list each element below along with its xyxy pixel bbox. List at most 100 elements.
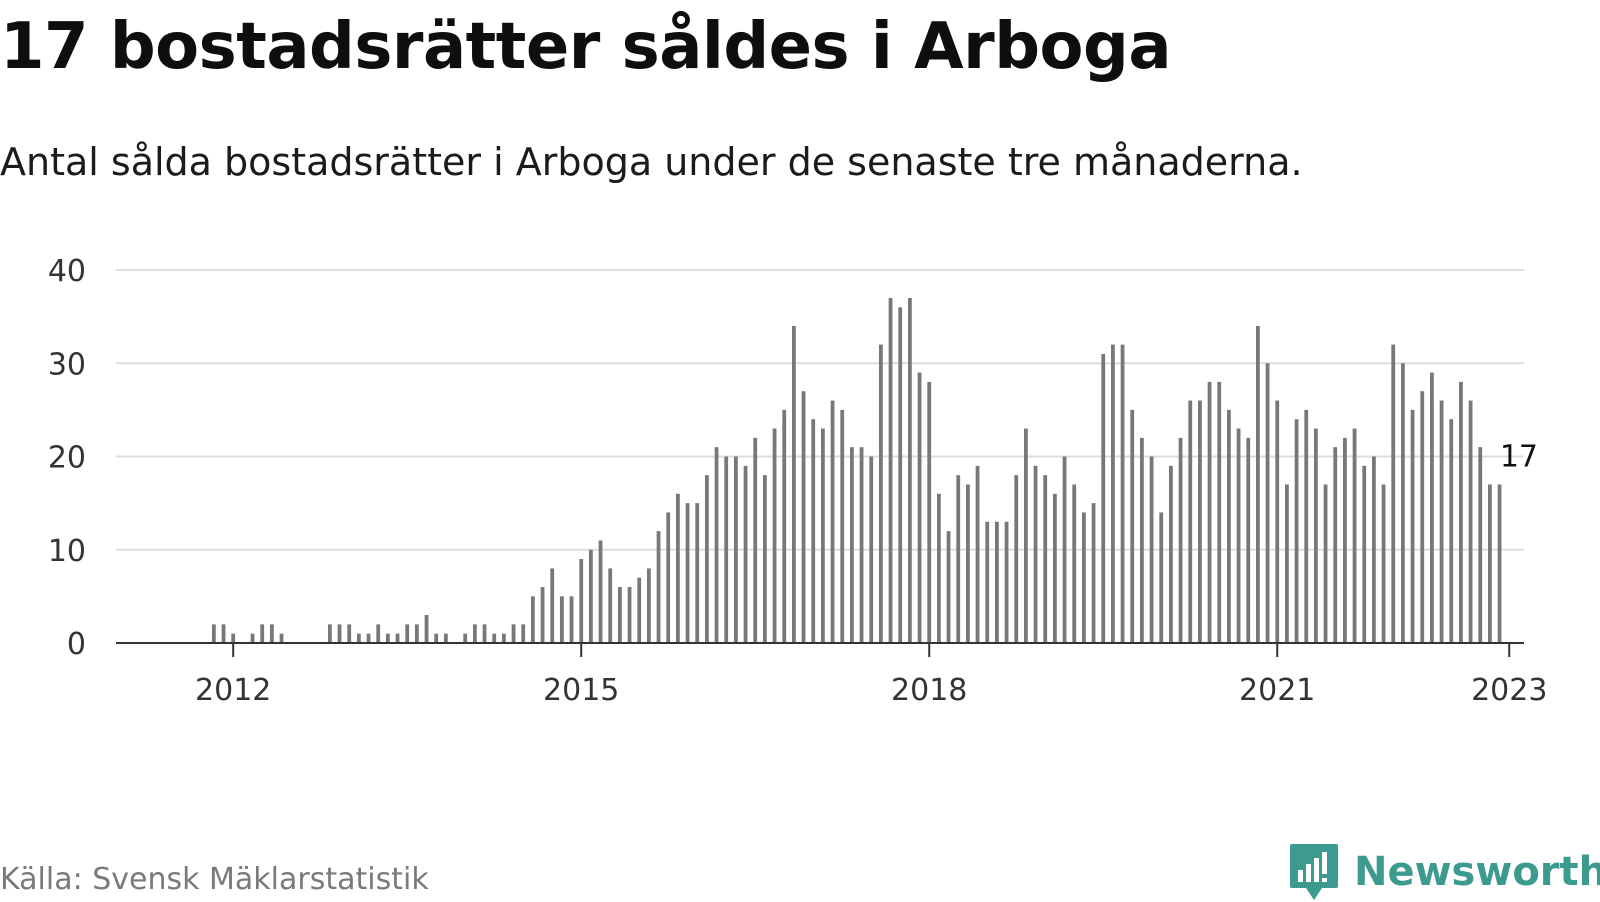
bar	[927, 381, 932, 643]
bar	[675, 493, 680, 643]
bar	[753, 437, 758, 643]
bar	[637, 577, 642, 643]
bar	[1169, 465, 1173, 643]
bar	[695, 503, 700, 643]
y-tick-label: 40	[48, 254, 86, 289]
bar	[656, 531, 661, 643]
bar	[1285, 484, 1289, 643]
bar	[907, 297, 912, 643]
bar	[337, 624, 342, 643]
bars	[211, 297, 1502, 643]
bar	[888, 297, 893, 643]
bar	[260, 624, 265, 643]
x-axis: 2012 2015 2018 2021 2023	[116, 642, 1547, 708]
bar	[1236, 428, 1241, 643]
bar	[782, 409, 787, 643]
bar	[1449, 419, 1454, 643]
bar	[1052, 493, 1057, 643]
bar	[975, 465, 980, 643]
bar	[1072, 484, 1077, 643]
bar	[221, 624, 226, 643]
bar	[1275, 400, 1280, 643]
bar	[1372, 456, 1376, 643]
bar	[1478, 447, 1483, 643]
source-note: Källa: Svensk Mäklarstatistik	[0, 862, 429, 897]
y-tick-label: 10	[48, 534, 86, 569]
bar	[965, 484, 970, 643]
bar	[1081, 512, 1086, 643]
bar	[521, 624, 526, 643]
bar	[1062, 456, 1067, 643]
bar	[588, 549, 593, 643]
bar	[1381, 484, 1386, 643]
bar	[898, 307, 903, 643]
bar	[1459, 381, 1463, 643]
bar	[1256, 325, 1260, 643]
bar	[501, 633, 506, 643]
bar	[1314, 428, 1318, 643]
bar	[1294, 419, 1299, 643]
bar	[762, 475, 767, 643]
bar	[936, 493, 941, 643]
bar	[1488, 484, 1492, 643]
bar	[1149, 456, 1154, 643]
bar	[1333, 447, 1338, 643]
bar	[1343, 437, 1347, 643]
bar	[801, 391, 806, 643]
bar	[1410, 409, 1415, 643]
bar	[347, 624, 352, 643]
bar	[463, 633, 468, 643]
bar	[1468, 400, 1473, 643]
bar	[772, 428, 777, 643]
x-tick-label: 2015	[543, 673, 619, 708]
bar	[356, 633, 361, 643]
bar	[1120, 344, 1125, 643]
bar	[608, 568, 613, 643]
bar	[472, 624, 477, 643]
annotations: 17	[1500, 439, 1538, 474]
bar	[1304, 409, 1309, 643]
bar	[231, 633, 236, 643]
chart-subtitle: Antal sålda bostadsrätter i Arboga under…	[0, 140, 1303, 184]
bar	[714, 447, 719, 643]
bar	[685, 503, 690, 643]
bar	[1430, 372, 1434, 643]
x-tick-label: 2012	[195, 673, 271, 708]
bar	[579, 559, 584, 643]
bar	[859, 447, 864, 643]
y-tick-label: 20	[48, 441, 86, 476]
bar	[366, 633, 371, 643]
bar	[704, 475, 709, 643]
bar	[811, 419, 816, 643]
chart-title: 17 bostadsrätter såldes i Arboga	[0, 10, 1172, 84]
bar	[1246, 437, 1251, 643]
bar	[820, 428, 825, 643]
bar	[1091, 503, 1096, 643]
bar	[994, 521, 999, 643]
bar	[482, 624, 487, 643]
bar	[1439, 400, 1444, 643]
bar	[376, 624, 381, 643]
bar	[1023, 428, 1028, 643]
x-tick-label: 2018	[891, 673, 967, 708]
bar	[830, 400, 835, 643]
bar	[1043, 475, 1048, 643]
bar	[1101, 353, 1106, 643]
bar	[511, 624, 516, 643]
bar	[985, 521, 990, 643]
bar	[434, 633, 439, 643]
brand-name: Newsworthy	[1354, 849, 1600, 895]
y-tick-label: 0	[67, 627, 86, 662]
bar	[849, 447, 854, 643]
bar	[1227, 409, 1231, 643]
bar	[1217, 381, 1222, 643]
bar	[878, 344, 883, 643]
bar	[666, 512, 671, 643]
bar	[1420, 391, 1425, 643]
bar	[1033, 465, 1038, 643]
bar	[559, 596, 564, 643]
bar	[550, 568, 555, 643]
bar	[1265, 363, 1270, 643]
bar	[1207, 381, 1212, 643]
bar-chart: 0 10 20 30 40 2012 2015 2018 2021 2023 17	[48, 254, 1548, 708]
